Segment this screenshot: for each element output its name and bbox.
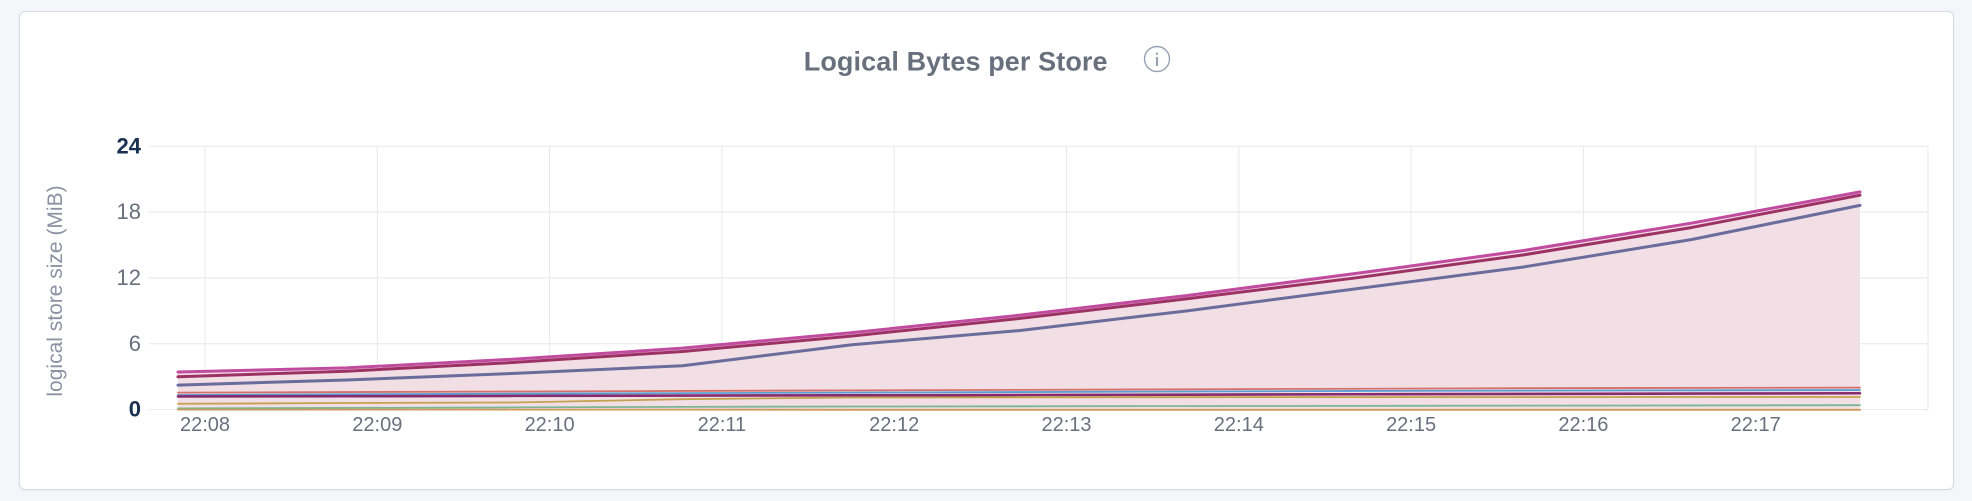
svg-text:12: 12 [117, 265, 141, 290]
svg-text:22:14: 22:14 [1214, 414, 1264, 436]
svg-text:22:16: 22:16 [1558, 414, 1608, 436]
svg-text:22:17: 22:17 [1731, 414, 1781, 436]
svg-text:6: 6 [129, 331, 141, 356]
svg-text:22:13: 22:13 [1041, 414, 1091, 436]
svg-text:22:12: 22:12 [869, 414, 919, 436]
svg-text:22:11: 22:11 [698, 414, 747, 436]
svg-text:22:15: 22:15 [1386, 414, 1436, 436]
svg-text:24: 24 [117, 133, 142, 158]
svg-text:22:09: 22:09 [352, 414, 402, 436]
svg-text:22:10: 22:10 [525, 414, 575, 436]
svg-text:18: 18 [117, 199, 141, 224]
svg-text:22:08: 22:08 [180, 414, 230, 436]
svg-text:0: 0 [129, 397, 141, 422]
